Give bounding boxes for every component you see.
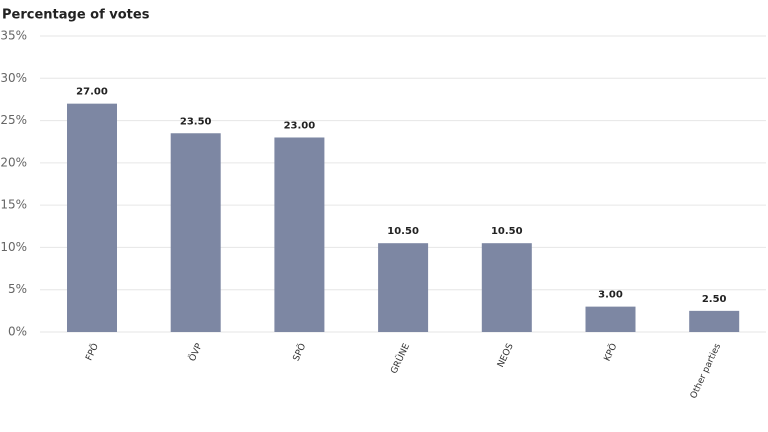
bar — [585, 306, 636, 332]
bar — [689, 310, 740, 332]
bar — [274, 137, 325, 332]
bar — [67, 103, 117, 333]
chart-title: Percentage of votes — [2, 8, 150, 23]
value-label: 3.00 — [598, 290, 623, 301]
y-tick-label: 5% — [8, 282, 27, 296]
x-tick-label: NEOS — [496, 342, 516, 369]
value-label: 23.00 — [284, 120, 316, 131]
y-tick-label: 25% — [0, 113, 27, 127]
bar — [481, 243, 532, 332]
y-tick-label: 15% — [0, 198, 27, 212]
x-tick-label: SPÖ — [291, 342, 309, 363]
x-tick-label: KPÖ — [602, 342, 620, 363]
value-label: 10.50 — [491, 226, 523, 237]
y-tick-label: 10% — [0, 240, 27, 254]
value-label: 23.50 — [180, 116, 212, 127]
y-tick-label: 35% — [0, 29, 27, 43]
x-tick-label: GRÜNE — [388, 341, 412, 375]
value-label: 2.50 — [702, 294, 727, 305]
x-tick-label: ÖVP — [187, 341, 205, 363]
bar — [170, 133, 221, 332]
bar — [378, 243, 429, 332]
y-tick-label: 0% — [8, 325, 27, 339]
y-tick-label: 30% — [0, 71, 27, 85]
value-label: 27.00 — [76, 87, 108, 98]
x-tick-label: FPÖ — [84, 342, 101, 363]
y-tick-label: 20% — [0, 155, 27, 169]
value-label: 10.50 — [387, 226, 419, 237]
x-tick-label: Other parties — [689, 342, 723, 401]
